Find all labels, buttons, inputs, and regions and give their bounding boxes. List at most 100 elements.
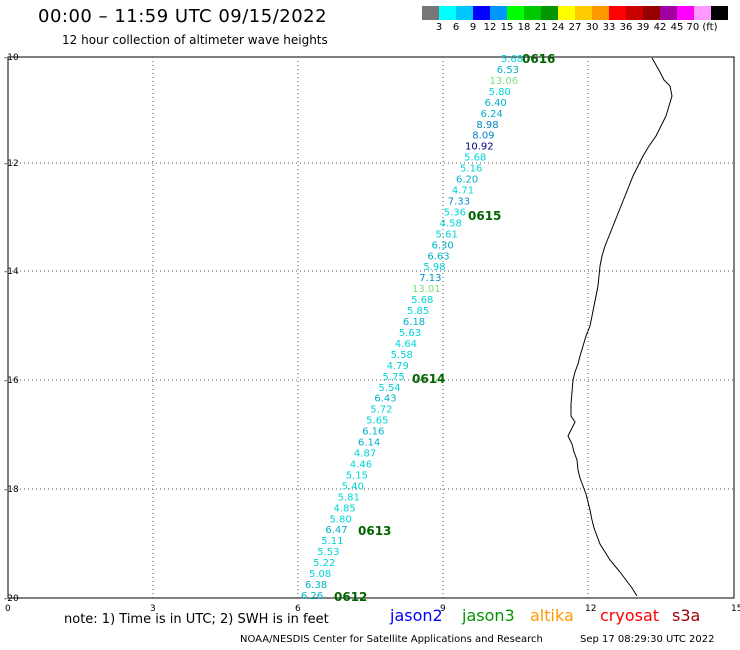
wave-height-value: 5.22 <box>313 558 335 569</box>
wave-height-value: 8.98 <box>476 120 498 131</box>
wave-height-value: 6.16 <box>362 427 384 438</box>
y-axis-label: -14 <box>4 267 19 277</box>
x-axis-label: 9 <box>440 604 446 614</box>
axis-labels: -10 -12 -14 -16 -18 -200 3 6 9 12 15 <box>4 53 740 614</box>
wave-height-value: 5.68 <box>464 153 486 164</box>
wave-height-value: 5.61 <box>436 229 458 240</box>
map-frame <box>7 56 735 599</box>
wave-height-value: 5.68 <box>411 295 433 306</box>
wave-height-value: 6.63 <box>427 251 449 262</box>
wave-height-value: 10.92 <box>465 142 494 153</box>
wave-height-value: 6.24 <box>480 109 502 120</box>
generated-timestamp: Sep 17 08:29:30 UTC 2022 <box>580 634 715 645</box>
legend-swatch <box>490 6 507 20</box>
wave-height-value: 5.08 <box>309 569 331 580</box>
wave-height-value: 6.30 <box>431 240 453 251</box>
wave-height-value: 6.43 <box>374 394 396 405</box>
wave-height-value: 4.46 <box>350 459 372 470</box>
wave-height-value: 5.68 <box>501 54 523 65</box>
wave-height-value: 4.87 <box>354 449 376 460</box>
map-subtitle: 12 hour collection of altimeter wave hei… <box>62 33 328 47</box>
legend-swatch <box>660 6 677 20</box>
altimeter-track: 5.686.5313.065.806.406.248.988.0910.925.… <box>301 54 523 602</box>
x-axis-label: 15 <box>731 604 740 614</box>
wave-height-value: 6.20 <box>456 175 478 186</box>
time-labels: 0616 0615 0614 0613 0612 <box>334 52 555 604</box>
time-label: 0615 <box>468 209 501 223</box>
satellite-cryosat: cryosat <box>600 606 660 625</box>
wave-height-value: 6.47 <box>325 525 347 536</box>
y-axis-label: -12 <box>4 159 19 169</box>
x-axis-label: 6 <box>295 604 301 614</box>
credit-line: NOAA/NESDIS Center for Satellite Applica… <box>240 634 543 645</box>
legend-swatch <box>456 6 473 20</box>
wave-height-value: 5.81 <box>338 492 360 503</box>
wave-height-value: 5.54 <box>378 383 400 394</box>
wave-height-value: 5.58 <box>391 350 413 361</box>
legend-swatch <box>711 6 728 20</box>
satellite-altika: altika <box>530 606 574 625</box>
wave-height-value: 4.85 <box>334 503 356 514</box>
legend-label: 24 <box>551 22 565 33</box>
wave-height-value: 13.06 <box>490 76 519 87</box>
legend-swatch <box>524 6 541 20</box>
legend-swatch <box>609 6 626 20</box>
legend-label: 9 <box>469 22 477 33</box>
map-title: 00:00 – 11:59 UTC 09/15/2022 <box>38 6 328 27</box>
y-axis-label: -16 <box>4 376 19 386</box>
legend-label: 18 <box>517 22 531 33</box>
wave-height-value: 5.65 <box>366 416 388 427</box>
legend-label: 70 (ft) <box>686 22 718 33</box>
wave-height-value: 6.53 <box>497 65 519 76</box>
wave-height-value: 5.98 <box>423 262 445 273</box>
legend-label: 6 <box>452 22 460 33</box>
wave-height-value: 4.58 <box>440 218 462 229</box>
legend-swatch <box>541 6 558 20</box>
satellite-jason2: jason2 <box>390 606 443 625</box>
wave-height-value: 5.40 <box>342 481 364 492</box>
legend-label: 27 <box>568 22 582 33</box>
legend-swatch <box>558 6 575 20</box>
wave-height-value: 4.79 <box>387 361 409 372</box>
wave-height-value: 5.53 <box>317 547 339 558</box>
legend-swatch <box>626 6 643 20</box>
legend-label: 15 <box>500 22 514 33</box>
wave-height-value: 4.64 <box>395 339 417 350</box>
wave-height-value: 5.15 <box>346 470 368 481</box>
legend-label: 42 <box>653 22 667 33</box>
legend-swatch <box>643 6 660 20</box>
legend-swatch <box>422 6 439 20</box>
wave-height-value: 5.36 <box>444 207 466 218</box>
x-axis-label: 12 <box>585 604 596 614</box>
color-legend: 3 6 9 12 15 18 21 24 27 30 33 36 39 42 45 70 (ft) <box>422 6 728 38</box>
y-axis-label: -20 <box>4 594 19 604</box>
x-axis-label: 0 <box>5 604 11 614</box>
grid-lines <box>8 57 734 598</box>
wave-height-value: 5.75 <box>382 372 404 383</box>
legend-label: 39 <box>636 22 650 33</box>
legend-label: 33 <box>602 22 616 33</box>
satellite-s3a: s3a <box>672 606 701 625</box>
legend-label: 45 <box>670 22 684 33</box>
legend-swatch <box>677 6 694 20</box>
wave-height-value: 7.13 <box>419 273 441 284</box>
wave-height-value: 5.72 <box>370 405 392 416</box>
legend-label: 12 <box>483 22 497 33</box>
time-label: 0612 <box>334 590 367 604</box>
wave-height-value: 5.80 <box>329 514 351 525</box>
time-label: 0616 <box>522 52 555 66</box>
wave-height-value: 5.16 <box>460 164 482 175</box>
wave-height-value: 4.71 <box>452 186 474 197</box>
legend-swatch <box>507 6 524 20</box>
wave-height-value: 6.18 <box>403 317 425 328</box>
legend-label: 30 <box>585 22 599 33</box>
x-axis-label: 3 <box>150 604 156 614</box>
legend-swatch <box>473 6 490 20</box>
time-label: 0614 <box>412 372 445 386</box>
legend-swatch <box>592 6 609 20</box>
y-axis-label: -10 <box>4 53 19 63</box>
wave-height-value: 6.14 <box>358 438 380 449</box>
legend-label: 21 <box>534 22 548 33</box>
wave-height-value: 5.85 <box>407 306 429 317</box>
